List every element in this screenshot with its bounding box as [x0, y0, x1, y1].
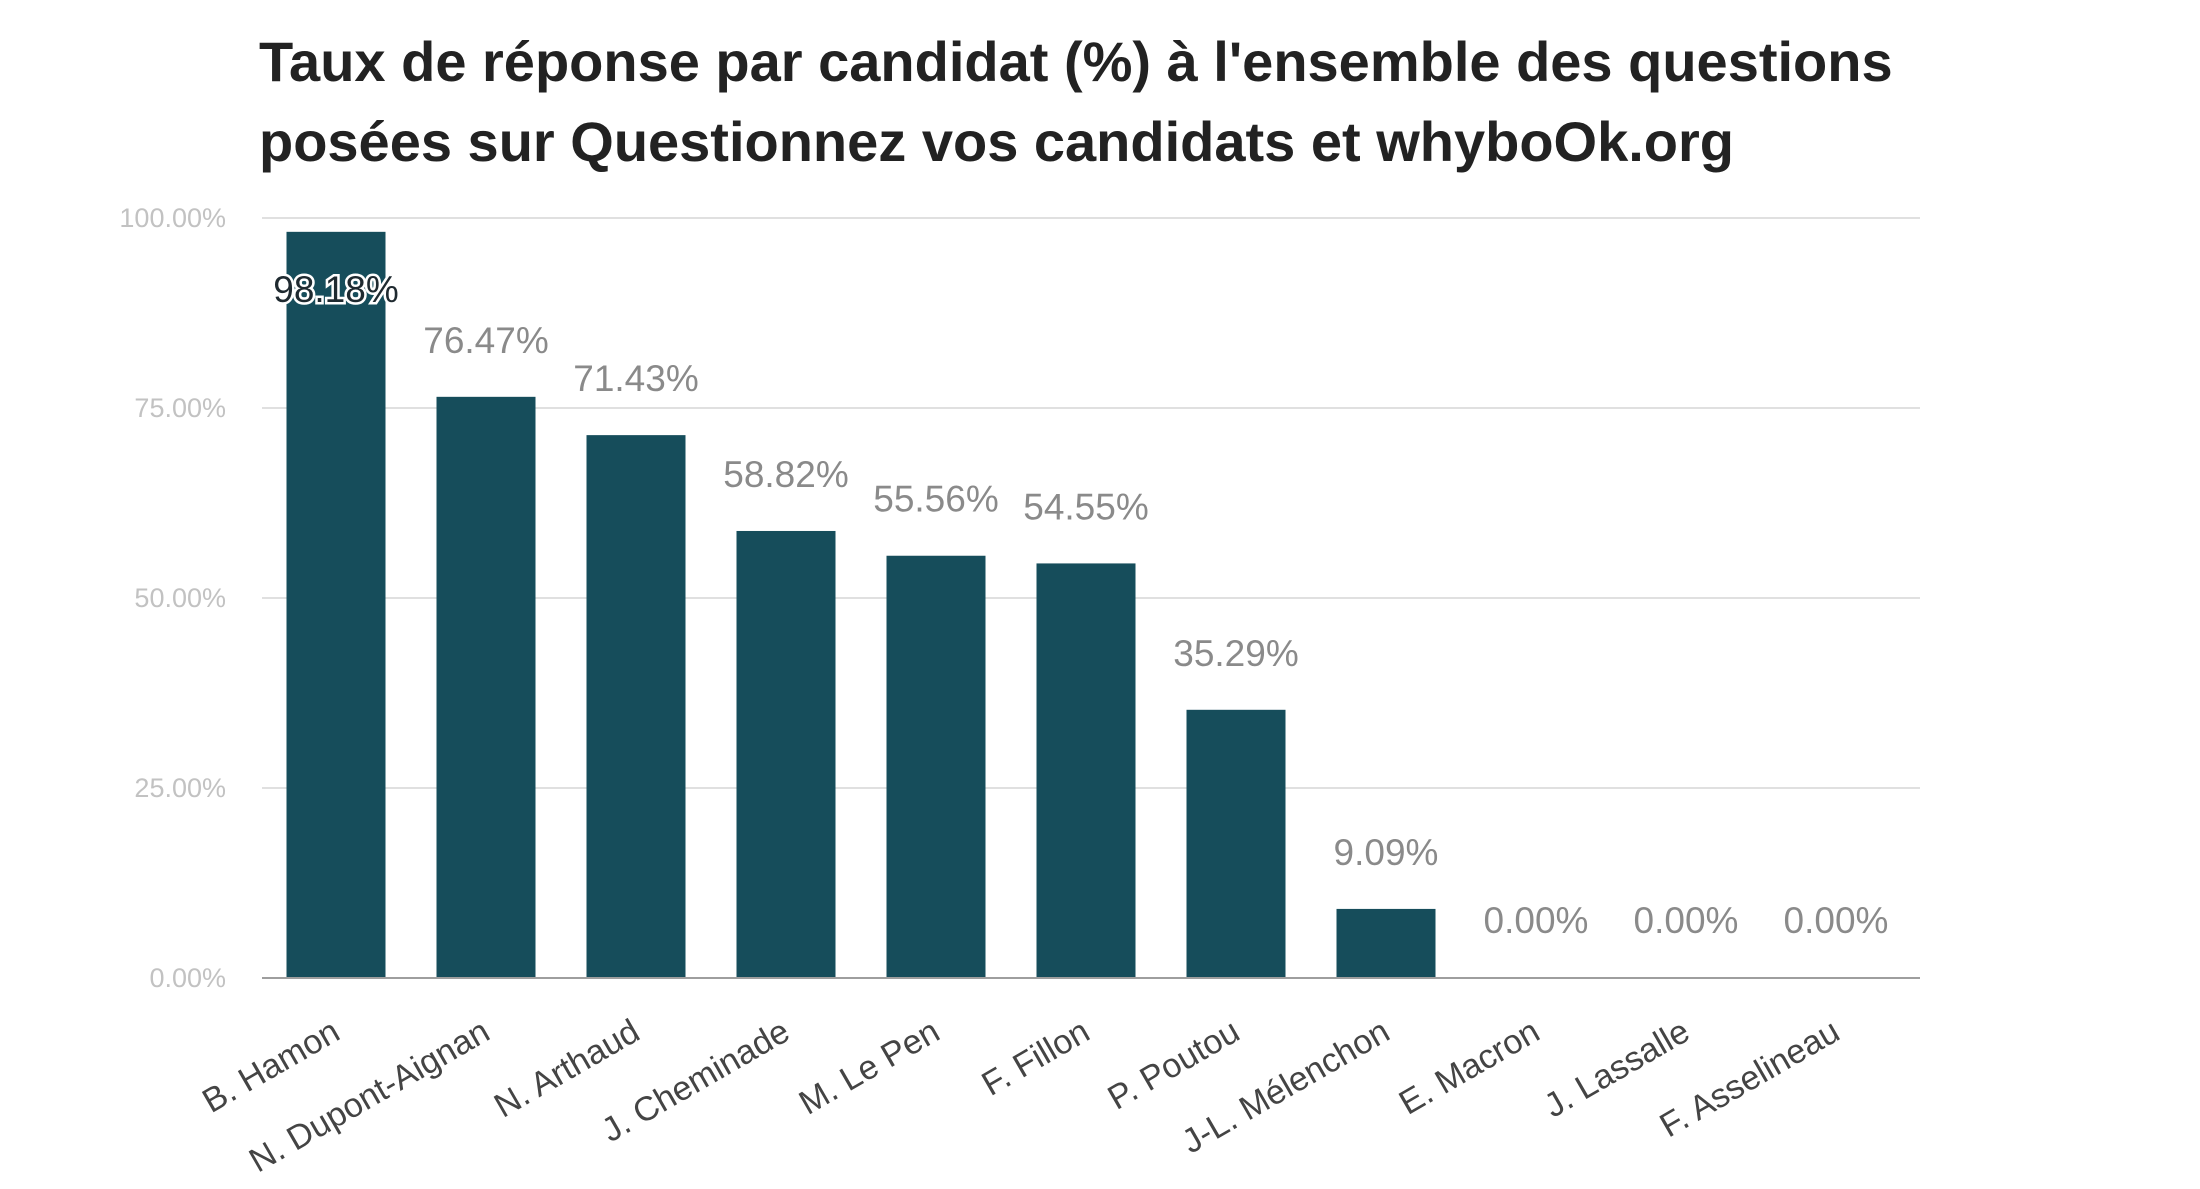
data-label: 55.56%: [873, 479, 999, 520]
data-label: 54.55%: [1023, 486, 1149, 527]
bar[interactable]: [1036, 563, 1136, 978]
bar[interactable]: [736, 530, 836, 978]
y-tick-label: 75.00%: [134, 393, 226, 423]
bar[interactable]: [1336, 908, 1436, 978]
data-label: 0.00%: [1634, 900, 1739, 941]
y-tick-label: 100.00%: [119, 203, 226, 233]
bar[interactable]: [286, 231, 386, 978]
gridlines: 0.00% 25.00% 50.00% 75.00% 100.00%: [119, 203, 1920, 993]
data-label: 71.43%: [573, 358, 699, 399]
data-label: 76.47%: [423, 320, 549, 361]
data-label: 98.18%: [273, 269, 399, 310]
data-labels: 98.18% 76.47% 71.43% 58.82% 55.56% 54.55% 35.2…: [271, 266, 1889, 941]
y-tick-label: 50.00%: [134, 583, 226, 613]
bars: [286, 231, 1436, 979]
y-tick-label: 25.00%: [134, 773, 226, 803]
x-tick-label: N. Dupont-Aignan: [243, 1012, 496, 1180]
x-tick-label: E. Macron: [1393, 1012, 1546, 1122]
x-tick-label: M. Le Pen: [793, 1012, 946, 1122]
bar[interactable]: [1186, 709, 1286, 978]
y-tick-label: 0.00%: [149, 963, 226, 993]
x-tick-label: F. Fillon: [976, 1012, 1096, 1103]
data-label: 9.09%: [1334, 832, 1439, 873]
data-label: 58.82%: [723, 454, 849, 495]
bar[interactable]: [886, 555, 986, 978]
chart-title: Taux de réponse par candidat (%) à l'ens…: [259, 30, 1893, 173]
data-label: 35.29%: [1173, 633, 1299, 674]
bar[interactable]: [436, 396, 536, 978]
data-label: 0.00%: [1784, 900, 1889, 941]
bar[interactable]: [586, 435, 686, 979]
data-label: 0.00%: [1484, 900, 1589, 941]
